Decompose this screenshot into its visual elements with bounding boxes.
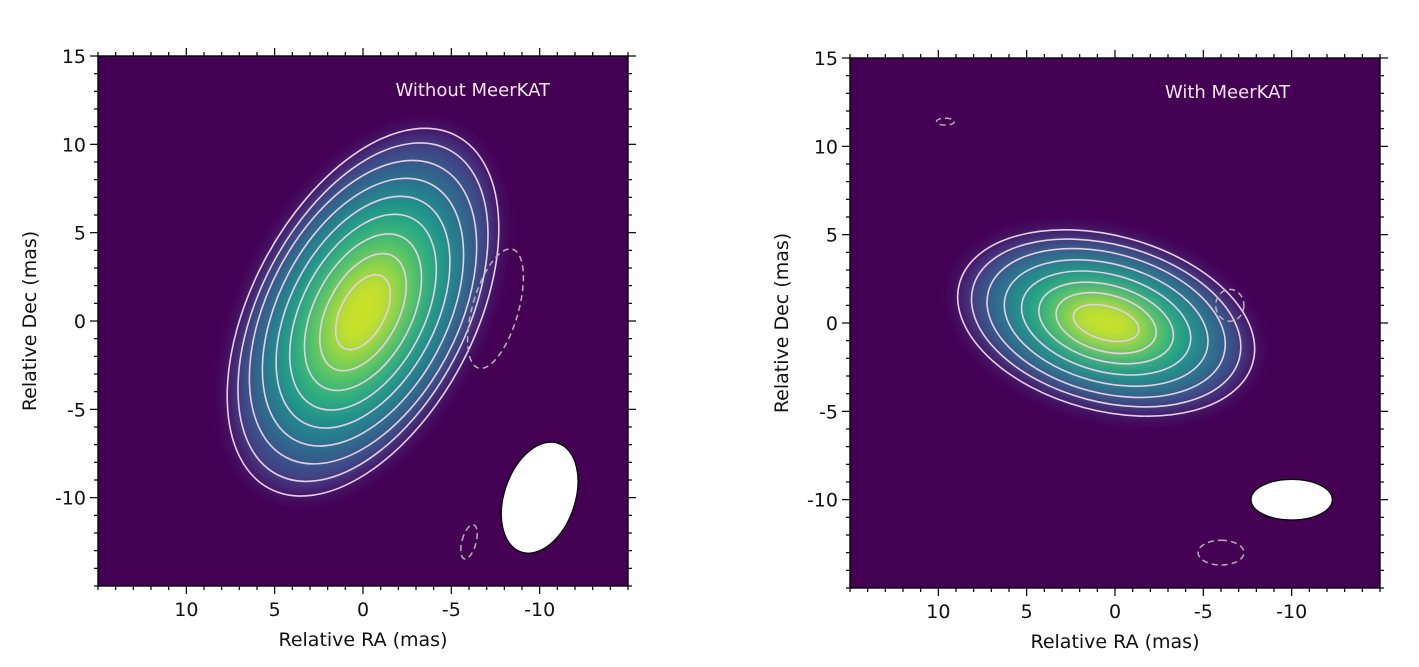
y-tick-label: 15 [814,48,838,70]
x-tick-label: -5 [1194,601,1213,623]
y-axis-label: Relative Dec (mas) [19,231,41,411]
x-tick-label: 5 [269,599,281,621]
y-tick-label: -5 [67,399,86,421]
chart-without-meerkat: -10 -5 0 5 10 -10 -5 0 5 10 15 Relative RA (mas) Rel… [19,46,636,651]
y-tick-label: 0 [74,311,86,333]
panel-annotation: With MeerKAT [1165,82,1291,103]
x-tick-label: 0 [1109,601,1121,623]
positive-contours [226,127,500,497]
negative-contour [935,117,955,126]
contour [226,127,500,497]
positive-contours [956,229,1256,417]
contour [1055,291,1157,355]
y-axis-label: Relative Dec (mas) [771,233,793,413]
y-tick-label: -5 [819,401,838,423]
y-tick-label: 5 [826,225,838,247]
contour [1072,303,1140,343]
contour [970,238,1242,408]
contour [261,177,465,447]
beam-ellipse [500,441,579,554]
chart-with-meerkat: -10 -5 0 5 10 -10 -5 0 5 10 15 Relative RA (mas) Rel… [771,48,1388,653]
x-axis-label: Relative RA (mas) [1030,631,1199,653]
negative-contour [466,248,525,370]
image-area [226,127,579,560]
y-tick-label: -10 [807,490,838,512]
y-tick-label: 0 [826,313,838,335]
intensity-level [1073,304,1139,342]
contour [248,159,478,465]
contour [334,274,392,351]
x-tick-label: 10 [926,601,950,623]
x-tick-label: 0 [357,599,369,621]
contour [986,247,1227,399]
intensity-map [957,229,1255,417]
negative-contour [1197,539,1245,566]
contour [1020,270,1192,376]
x-tick-label: 5 [1021,601,1033,623]
contour [237,142,489,483]
y-tick-label: -10 [55,488,86,510]
y-tick-label: 10 [814,136,838,158]
x-tick-label: -5 [442,599,461,621]
x-tick-label: -10 [1276,601,1307,623]
contour [1003,258,1209,388]
x-tick-label: 10 [174,599,198,621]
y-tick-label: 5 [74,223,86,245]
image-area [935,117,1333,566]
ticks [90,48,636,594]
contour [288,213,438,411]
x-tick-label: -10 [524,599,555,621]
contour [303,233,423,392]
negative-contour [1214,288,1245,322]
beam-ellipse [1250,478,1333,521]
contour [275,195,451,429]
contour [956,229,1256,417]
ticks [842,50,1388,596]
x-axis-label: Relative RA (mas) [278,629,447,651]
contour [1038,281,1175,365]
intensity-map [227,128,499,497]
panel-annotation: Without MeerKAT [395,80,551,101]
y-tick-label: 15 [62,46,86,68]
negative-contour [460,523,478,560]
contour [319,252,407,372]
y-tick-label: 10 [62,134,86,156]
